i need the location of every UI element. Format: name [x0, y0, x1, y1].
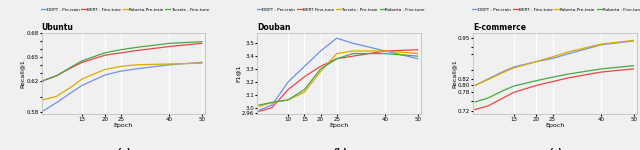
Text: Douban: Douban [257, 23, 291, 32]
Text: (a): (a) [116, 148, 131, 150]
Legend: DDPT - Pre-train, BERT - Fine-tune, Roberta-Pre-train, Tocsets - Fine-tune: DDPT - Pre-train, BERT - Fine-tune, Robe… [40, 8, 210, 12]
X-axis label: Epoch: Epoch [114, 123, 133, 128]
Text: (c): (c) [548, 148, 562, 150]
Legend: DDPT - Pre-train, BERT - Fine-tune, Roberta-Pre-train, Roberta - Fine-tune: DDPT - Pre-train, BERT - Fine-tune, Robe… [472, 8, 640, 12]
Text: Ubuntu: Ubuntu [42, 23, 74, 32]
Y-axis label: Recall@1: Recall@1 [452, 59, 456, 88]
X-axis label: Epoch: Epoch [330, 123, 349, 128]
X-axis label: Epoch: Epoch [545, 123, 564, 128]
Text: (b): (b) [332, 148, 347, 150]
Legend: DDPT - Pre-train, BERT Fine-tune, Tocsets - Pre-train, Roberta - Fine-tune: DDPT - Pre-train, BERT Fine-tune, Tocset… [256, 8, 426, 12]
Y-axis label: F1@1: F1@1 [236, 65, 241, 82]
Y-axis label: Recall@1: Recall@1 [20, 59, 25, 88]
Text: E-commerce: E-commerce [474, 23, 526, 32]
